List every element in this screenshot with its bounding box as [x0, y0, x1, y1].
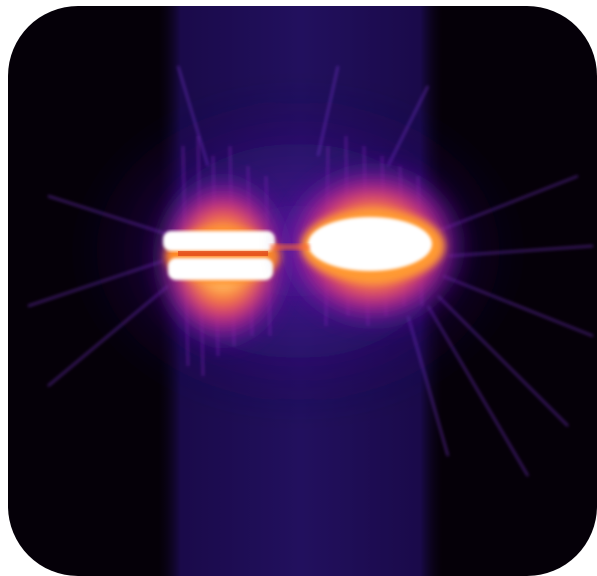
left-hotspot-gap — [178, 251, 268, 256]
spot-bridge — [270, 244, 310, 250]
right-hotspot-core — [308, 217, 432, 271]
streaks — [27, 65, 594, 477]
left-hotspot-core-top — [163, 231, 275, 251]
left-hotspot-core-bottom — [168, 258, 273, 280]
thermal-image — [27, 6, 594, 576]
thermal-image-frame — [8, 6, 597, 576]
